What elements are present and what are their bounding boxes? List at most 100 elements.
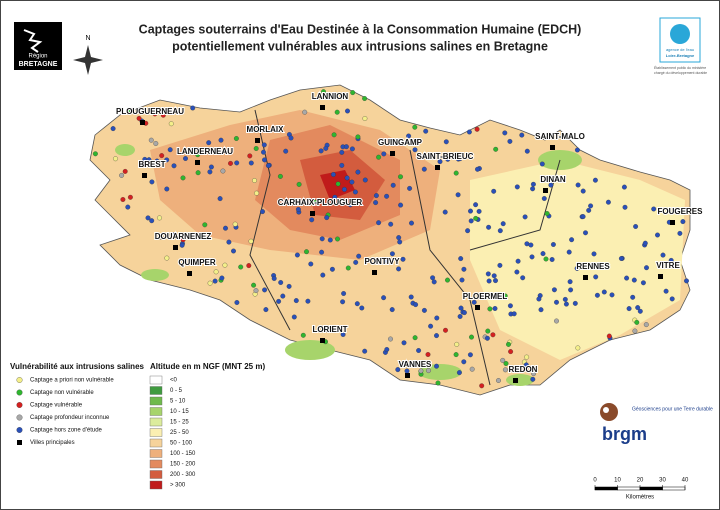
capture-point [339,149,345,155]
capture-point [434,315,440,321]
legend-swatch [16,427,23,433]
capture-point [335,181,341,187]
city-marker [140,120,145,125]
capture-point [330,326,336,332]
capture-point [164,255,170,261]
capture-point [583,230,588,236]
capture-point [660,252,666,258]
capture-point [222,262,228,268]
capture-point [519,132,525,138]
legend-label: <0 [170,378,178,384]
capture-point [461,266,467,272]
capture-point [397,239,403,245]
capture-point [592,177,598,183]
capture-point [609,292,615,298]
capture-point [618,256,624,261]
capture-point [428,323,434,329]
capture-point [228,160,233,166]
brgm-logo: brgm Géosciences pour une Terre durable [600,403,713,444]
capture-point [637,308,643,314]
capture-point [396,235,402,241]
capture-point [362,116,368,121]
city-label: SAINT-BRIEUC [417,152,474,161]
legend-swatch [149,407,163,416]
legend-swatch [149,396,163,406]
capture-point [388,336,393,342]
capture-point [458,305,464,311]
capture-point [502,293,508,299]
capture-point [588,203,594,209]
capture-point [412,147,418,153]
city-label: REDON [509,365,538,374]
capture-point [195,170,201,176]
legend-swatch [149,449,163,458]
capture-point [122,168,128,174]
capture-point [213,269,219,275]
capture-point [308,261,314,267]
capture-point [232,221,238,227]
capture-point [426,368,431,374]
capture-point [668,257,674,263]
capture-point [469,334,474,340]
capture-point [226,239,232,245]
capture-point [234,160,240,166]
capture-point [136,115,142,121]
capture-point [522,214,528,220]
capture-point [171,163,177,169]
city-marker [310,211,315,216]
capture-point [456,370,462,376]
capture-point [345,265,351,271]
capture-point [466,129,472,135]
city-marker [255,138,260,143]
legend-label: Captage hors zone d'étude [30,428,103,434]
legend: Vulnérabilité aux intrusions salines Capt… [10,362,265,490]
capture-point [669,296,675,302]
capture-point [395,367,401,373]
capture-point [158,234,164,240]
city-label: PLOUGUERNEAU [116,107,184,116]
city-label: FOUGERES [658,207,704,216]
capture-point [349,146,355,152]
capture-point [283,148,289,154]
capture-point [384,258,390,264]
capture-point [507,303,513,309]
legend-label: Captage vulnérable [30,403,83,409]
capture-point [643,322,649,328]
legend-swatch [16,414,23,421]
capture-point [180,237,186,243]
capture-point [291,314,297,320]
capture-point [159,153,165,159]
capture-point [539,161,545,167]
legend-swatch [149,375,163,385]
capture-point [202,222,208,228]
brgm-tagline: Géosciences pour une Terre durable [632,406,713,412]
city-marker [583,275,588,280]
lowland-east [470,160,685,360]
capture-point [168,121,174,127]
capture-point [563,301,569,307]
capture-point [169,232,175,237]
legend-label: 15 - 25 [170,420,189,426]
city-label: DOUARNENEZ [155,232,212,241]
capture-point [543,256,549,262]
city-label: VITRE [656,261,680,270]
capture-point [355,134,361,140]
capture-point [330,172,336,177]
capture-point [530,181,536,187]
capture-point [473,202,479,208]
capture-point [207,169,213,175]
capture-point [376,220,382,226]
coastal-lowland [285,340,335,360]
capture-point [485,328,491,334]
capture-point [146,157,152,163]
capture-point [319,236,325,242]
coastal-lowland [506,374,534,386]
capture-point [325,92,331,98]
capture-point [498,292,503,298]
capture-point [293,298,299,304]
capture-point [320,272,326,278]
capture-point [528,242,534,248]
capture-point [401,340,407,346]
agence-line1: agence de l'eau [666,47,694,52]
capture-point [572,300,578,306]
